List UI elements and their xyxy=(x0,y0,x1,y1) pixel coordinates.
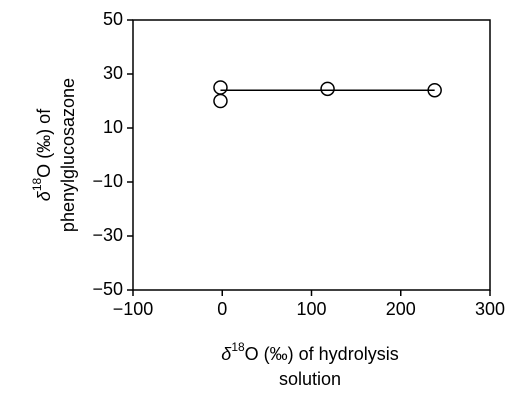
y-axis-label-line1: δ18O (‰) of xyxy=(30,108,54,201)
x-label-sup: 18 xyxy=(231,340,245,354)
y-tick-label: −50 xyxy=(92,279,123,299)
x-tick-label: 0 xyxy=(217,299,227,319)
x-tick-label: 100 xyxy=(296,299,326,319)
x-label-symbol: δ xyxy=(221,344,232,364)
x-axis-label-line2: solution xyxy=(279,369,341,389)
y-tick-label: 50 xyxy=(103,9,123,29)
plot-frame xyxy=(132,19,491,291)
y-tick-label: 30 xyxy=(103,63,123,83)
y-label-sup: 18 xyxy=(30,178,44,192)
y-axis-label-line2: phenylglucosazone xyxy=(58,78,78,232)
data-point xyxy=(427,82,442,98)
x-tick-label: −100 xyxy=(113,299,154,319)
x-tick-label: 200 xyxy=(386,299,416,319)
y-label-text: O (‰) of xyxy=(34,108,54,178)
x-tick-label: 300 xyxy=(475,299,505,319)
data-point xyxy=(213,80,228,95)
y-axis-label: δ18O (‰) of phenylglucosazone xyxy=(30,78,78,232)
y-tick-label: −30 xyxy=(92,225,123,245)
y-label-symbol: δ xyxy=(34,190,54,201)
y-tick-label: 10 xyxy=(103,117,123,137)
data-point xyxy=(320,81,335,97)
x-axis-label: δ18O (‰) of hydrolysis xyxy=(221,340,398,364)
data-point xyxy=(213,93,228,109)
x-label-text: O (‰) of hydrolysis xyxy=(245,344,399,364)
y-tick-label: −10 xyxy=(92,171,123,191)
